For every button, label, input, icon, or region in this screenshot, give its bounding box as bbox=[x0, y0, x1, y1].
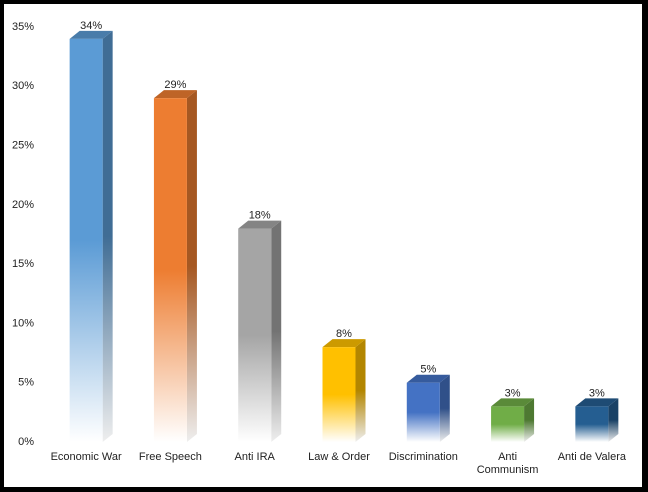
data-label: 29% bbox=[164, 79, 186, 91]
bar-side bbox=[271, 220, 282, 442]
bar-top bbox=[575, 398, 619, 407]
bar bbox=[69, 38, 103, 442]
x-tick-label: Free Speech bbox=[138, 451, 202, 463]
x-tick-label: Anti Communism bbox=[476, 451, 539, 476]
x-tick-label: Anti de Valera bbox=[557, 451, 626, 463]
bar-side bbox=[439, 374, 450, 442]
bar-top bbox=[491, 398, 535, 407]
chart: 0% 5% 10% 15% 20% 25% 30% 35% 34% 29% 18% 8% 5% 3% 3% bbox=[12, 20, 619, 448]
data-label: 3% bbox=[505, 387, 521, 399]
chart-area: 0% 5% 10% 15% 20% 25% 30% 35% 34% 29% 18% 8% 5% 3% 3% … bbox=[4, 4, 642, 487]
bar bbox=[153, 98, 187, 443]
bar-top bbox=[153, 90, 197, 99]
bar bbox=[238, 228, 272, 442]
bar-side bbox=[355, 339, 366, 442]
data-label: 34% bbox=[80, 20, 102, 32]
bar-side bbox=[186, 90, 197, 443]
x-tick-label: Economic War bbox=[50, 451, 122, 463]
x-tick-label: Law & Order bbox=[308, 451, 370, 463]
bar-top bbox=[69, 30, 113, 39]
x-tick-label: Anti IRA bbox=[234, 451, 275, 463]
bar-side bbox=[102, 30, 113, 442]
y-tick-label: 25% bbox=[12, 139, 34, 151]
y-tick-label: 30% bbox=[12, 80, 34, 92]
x-tick-label: Discrimination bbox=[388, 451, 458, 463]
bar bbox=[406, 382, 440, 442]
bar-top bbox=[406, 374, 450, 383]
bar-side bbox=[524, 398, 535, 442]
data-label: 5% bbox=[420, 364, 436, 376]
bar-top bbox=[238, 220, 282, 229]
y-tick-label: 0% bbox=[18, 436, 34, 448]
bar bbox=[491, 406, 525, 442]
y-tick-label: 15% bbox=[12, 258, 34, 270]
y-tick-label: 5% bbox=[18, 377, 34, 389]
data-label: 3% bbox=[589, 387, 605, 399]
bar-side bbox=[608, 398, 619, 442]
data-label: 8% bbox=[336, 328, 352, 340]
y-tick-label: 20% bbox=[12, 199, 34, 211]
bar bbox=[575, 406, 609, 442]
bar-top bbox=[322, 339, 366, 348]
y-tick-label: 35% bbox=[12, 21, 34, 33]
data-label: 18% bbox=[249, 209, 271, 221]
bar bbox=[322, 347, 356, 442]
y-tick-label: 10% bbox=[12, 317, 34, 329]
